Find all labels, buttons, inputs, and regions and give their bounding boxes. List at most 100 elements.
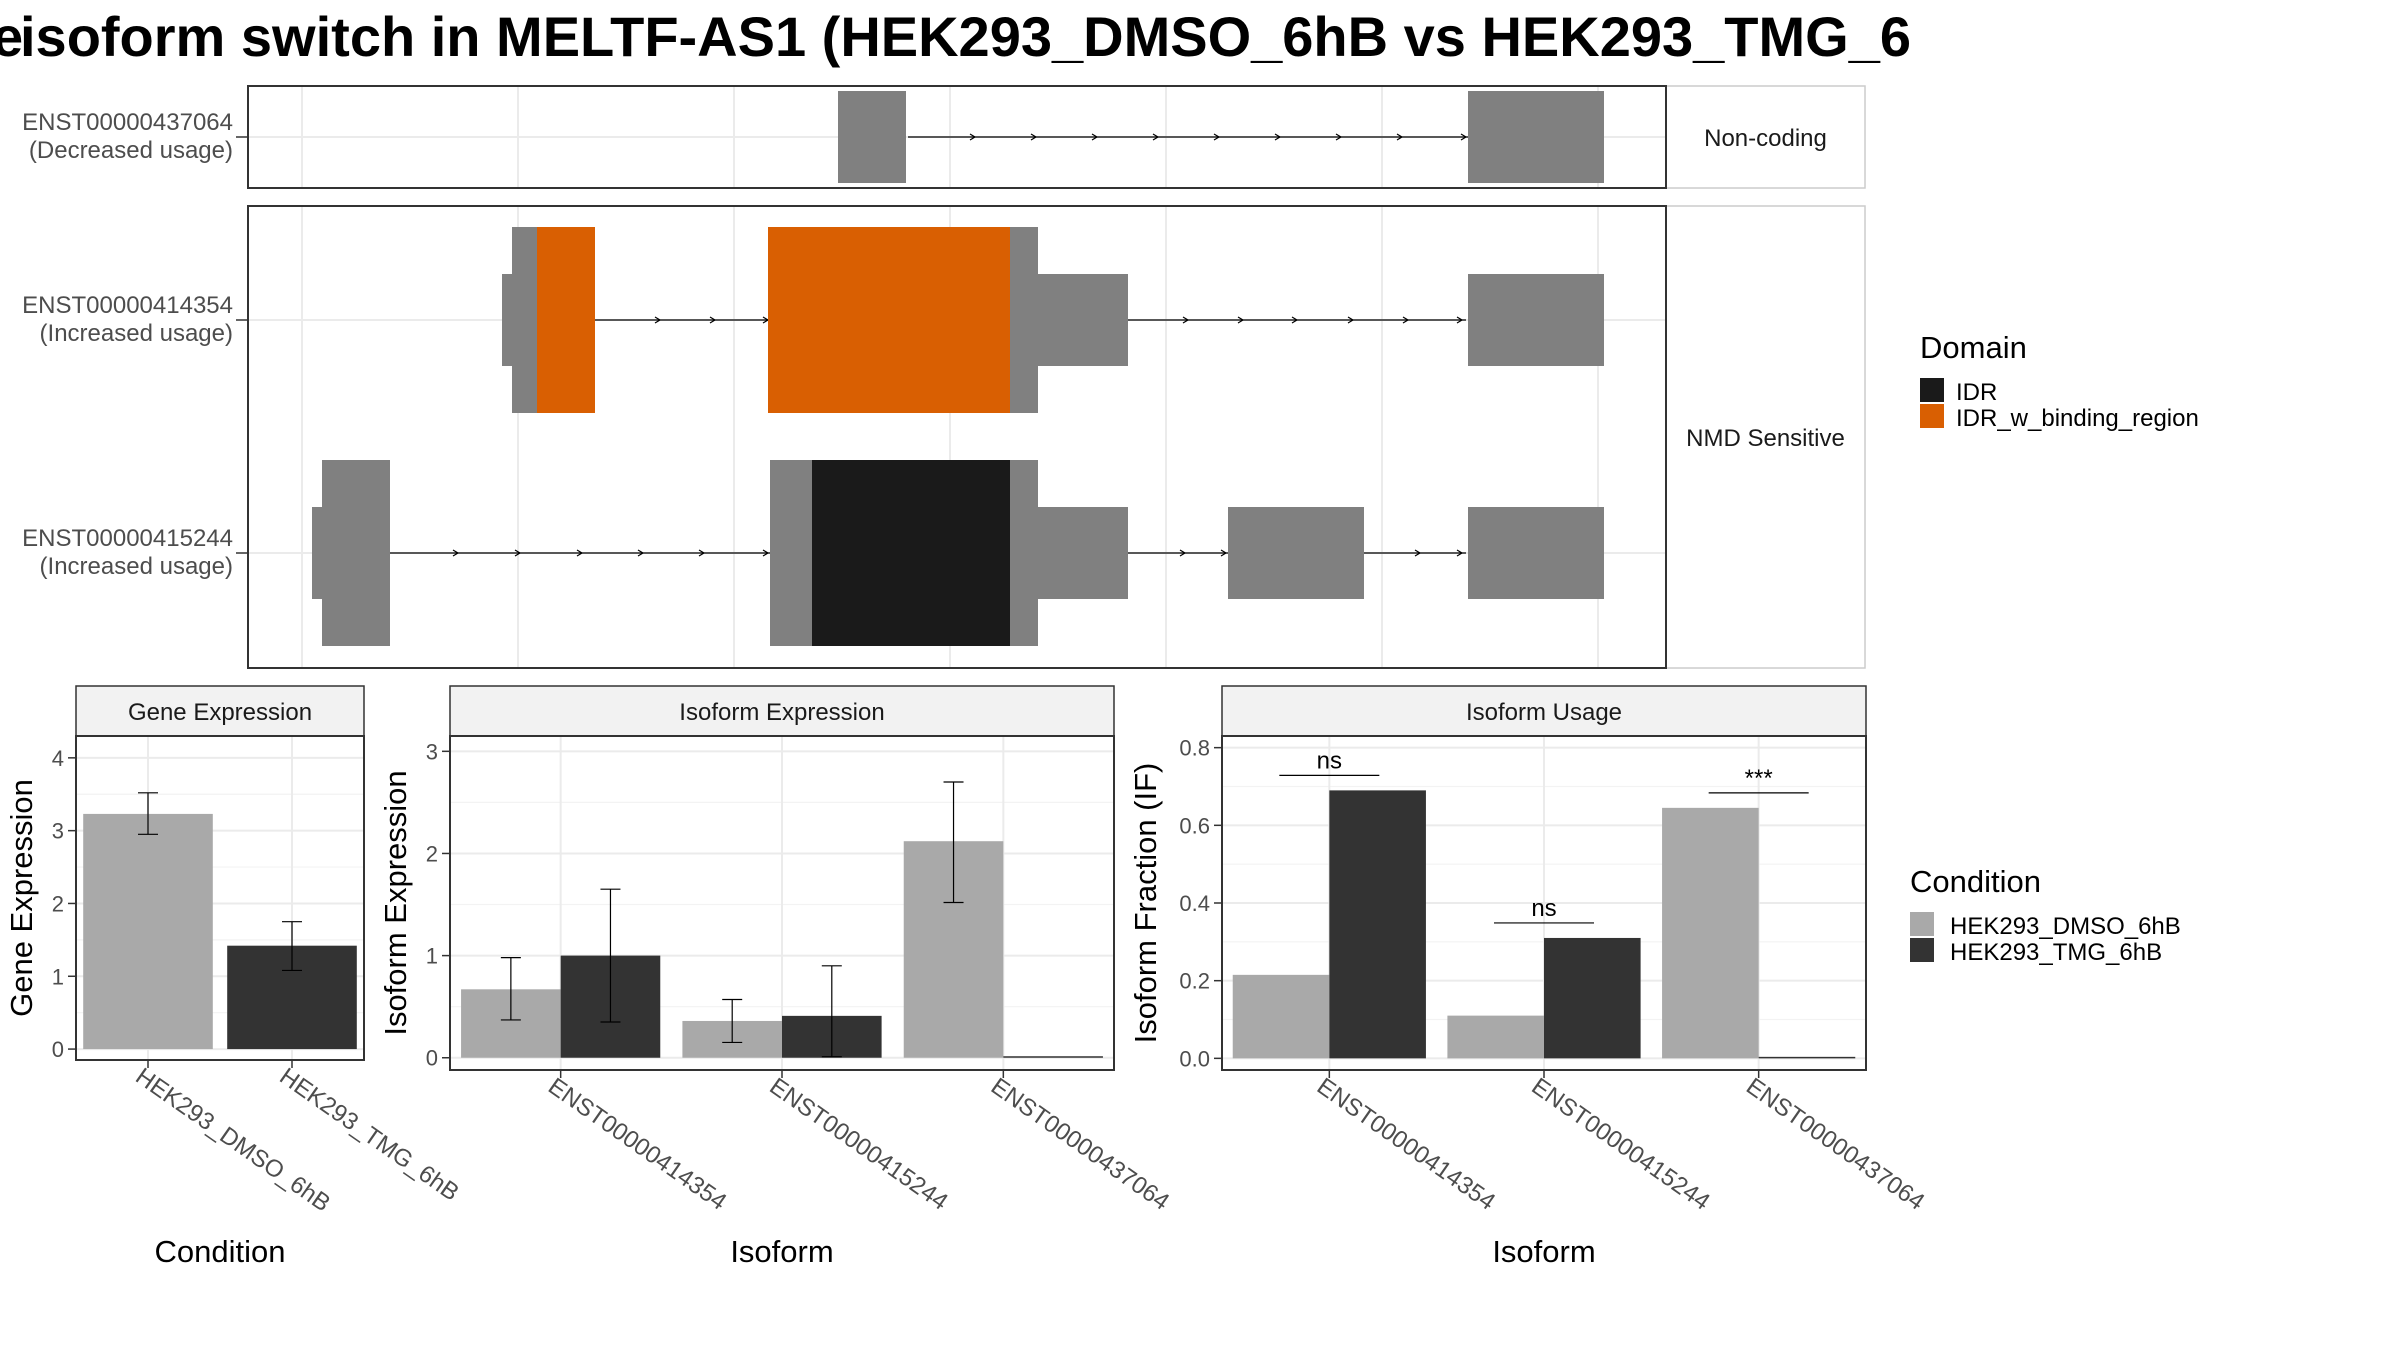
intron-arrow <box>1091 133 1099 141</box>
legend-key-dmso <box>1910 912 1934 936</box>
intron-arrow <box>762 549 770 557</box>
y-tick-label: 0.4 <box>1179 891 1210 916</box>
chart-title: Gene Expression <box>128 699 312 726</box>
intron-arrow <box>698 549 706 557</box>
isoform-usage-chart: Isoform Usage ns ns *** 0.0 0.2 0.4 0.6 0.8 ENST0… <box>1128 685 1929 1269</box>
track-label-id: ENST00000437064 <box>22 109 233 136</box>
track-label-id: ENST00000414354 <box>22 292 233 319</box>
structure-panel-border <box>247 205 1667 669</box>
intron-arrow <box>1152 133 1160 141</box>
legend-label-idr-binding: IDR_w_binding_region <box>1956 405 2199 432</box>
legend-label-idr: IDR <box>1956 379 1997 406</box>
exon <box>1468 507 1604 599</box>
track-label-id: ENST00000415244 <box>22 525 233 552</box>
x-axis-title: Condition <box>155 1234 286 1269</box>
chart-strip <box>1221 685 1867 737</box>
exon <box>312 507 322 599</box>
intron-arrow <box>1291 316 1299 324</box>
intron-arrow <box>1030 133 1038 141</box>
x-tick-label: ENST00000414354 <box>543 1073 731 1216</box>
y-tick-label: 2 <box>52 891 64 916</box>
structure-strip <box>1665 205 1866 669</box>
exon <box>1468 274 1604 366</box>
intron-arrow <box>514 549 522 557</box>
exon <box>502 274 512 366</box>
bar <box>83 813 213 1050</box>
bar <box>1329 790 1426 1059</box>
intron-arrow <box>1182 316 1190 324</box>
domain-idr-binding-region <box>768 227 1010 413</box>
chart-strip <box>449 685 1115 737</box>
intron-arrow <box>1396 133 1404 141</box>
isoform-structure-panel: Non-coding NMD Sensitive ENST00000437064(D… <box>22 85 1866 669</box>
exon <box>770 460 812 646</box>
track-label-usage: (Increased usage) <box>40 553 233 580</box>
legend-key-idr <box>1920 378 1944 402</box>
exon <box>1468 91 1604 183</box>
y-tick-label: 2 <box>426 841 438 866</box>
condition-legend: Condition HEK293_DMSO_6hB HEK293_TMG_6hB <box>1910 864 2181 966</box>
intron-arrow <box>1456 549 1464 557</box>
domain-legend-title: Domain <box>1920 330 2027 365</box>
domain-legend: Domain IDR IDR_w_binding_region <box>1920 330 2199 432</box>
intron-arrow <box>969 133 977 141</box>
intron-arrow <box>1335 133 1343 141</box>
figure-title: isoform switch in MELTF-AS1 (HEK293_DMSO… <box>20 5 1911 68</box>
chart-title: Isoform Expression <box>679 699 884 726</box>
legend-label-tmg: HEK293_TMG_6hB <box>1950 939 2162 966</box>
intron-arrow <box>1237 316 1245 324</box>
bar <box>1758 1056 1856 1059</box>
condition-legend-title: Condition <box>1910 864 2041 899</box>
chart-border <box>75 735 365 1061</box>
bar <box>1447 1015 1544 1059</box>
exon <box>838 91 906 183</box>
intron-arrow <box>1213 133 1221 141</box>
intron-arrow <box>1460 133 1468 141</box>
x-tick-label: ENST00000415244 <box>1527 1073 1715 1216</box>
intron-arrow <box>576 549 584 557</box>
significance-label: ns <box>1317 747 1342 774</box>
y-tick-label: 3 <box>426 739 438 764</box>
legend-key-tmg <box>1910 938 1934 962</box>
y-axis-title: Isoform Expression <box>378 770 413 1035</box>
x-tick-label: ENST00000437064 <box>986 1073 1174 1216</box>
legend-label-dmso: HEK293_DMSO_6hB <box>1950 913 2181 940</box>
intron-arrow <box>1414 549 1422 557</box>
intron-arrow <box>637 549 645 557</box>
structure-strip <box>1665 85 1866 189</box>
bar <box>1232 974 1330 1059</box>
y-tick-label: 0.6 <box>1179 813 1210 838</box>
isoform-expression-chart: Isoform Expression 0 1 2 3 ENST00000414354 ENS… <box>378 685 1174 1269</box>
y-tick-label: 0.0 <box>1179 1046 1210 1071</box>
y-tick-label: 3 <box>52 819 64 844</box>
significance-label: ns <box>1531 895 1556 922</box>
y-tick-label: 0.2 <box>1179 969 1210 994</box>
title-fragment: e <box>0 5 23 68</box>
y-tick-label: 1 <box>426 944 438 969</box>
intron-arrow <box>1456 316 1464 324</box>
exon <box>1038 274 1128 366</box>
y-tick-label: 0 <box>426 1046 438 1071</box>
intron-arrow <box>452 549 460 557</box>
intron-arrow <box>654 316 662 324</box>
exon <box>1228 507 1364 599</box>
y-tick-label: 4 <box>52 746 64 771</box>
exon <box>322 460 390 646</box>
bar <box>1003 1056 1103 1058</box>
track-label-usage: (Increased usage) <box>40 320 233 347</box>
significance-label: *** <box>1745 765 1773 792</box>
chart-strip <box>75 685 365 737</box>
structure-strip-label: Non-coding <box>1704 125 1827 152</box>
domain-idr <box>812 460 1010 646</box>
exon <box>1010 460 1038 646</box>
y-axis-title: Isoform Fraction (IF) <box>1128 763 1163 1044</box>
x-tick-label: ENST00000437064 <box>1741 1073 1929 1216</box>
x-axis-title: Isoform <box>730 1234 833 1269</box>
x-axis-title: Isoform <box>1492 1234 1595 1269</box>
intron-arrow <box>1402 316 1410 324</box>
y-axis-title: Gene Expression <box>4 779 39 1017</box>
track-label-usage: (Decreased usage) <box>29 137 233 164</box>
x-tick-label: ENST00000414354 <box>1312 1073 1500 1216</box>
exon <box>1010 227 1038 413</box>
